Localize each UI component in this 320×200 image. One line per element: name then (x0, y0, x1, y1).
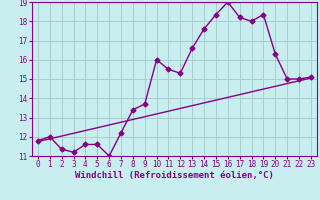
X-axis label: Windchill (Refroidissement éolien,°C): Windchill (Refroidissement éolien,°C) (75, 171, 274, 180)
